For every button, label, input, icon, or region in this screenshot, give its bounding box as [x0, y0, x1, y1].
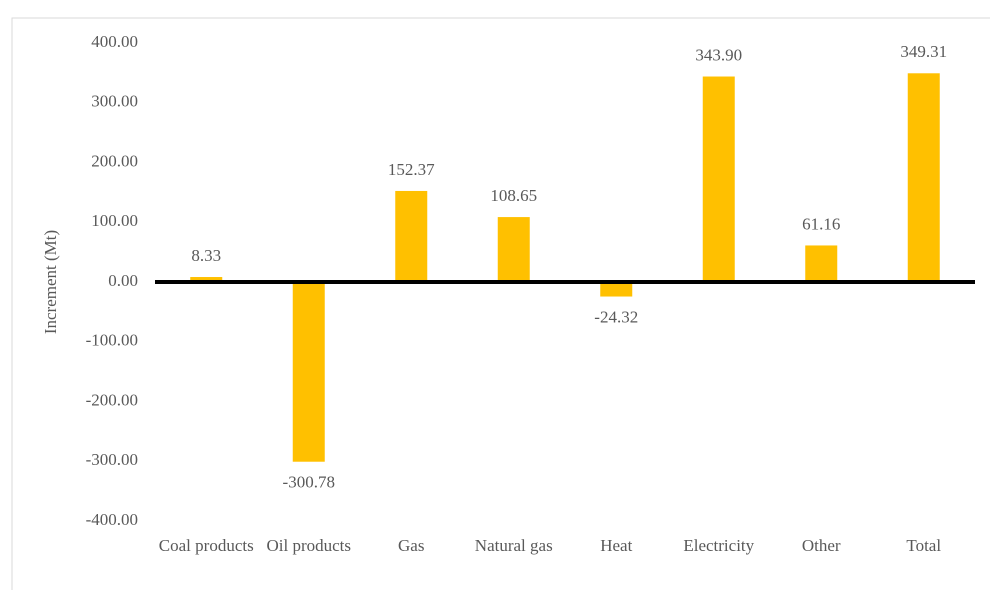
- chart-frame: [11, 17, 990, 590]
- x-tick-label: Heat: [600, 536, 632, 555]
- bar: [497, 217, 530, 282]
- y-tick-label: -300.00: [86, 450, 138, 469]
- y-tick-label: 200.00: [91, 151, 138, 170]
- y-tick-label: -400.00: [86, 510, 138, 529]
- data-label: 108.65: [490, 186, 537, 205]
- x-tick-label: Electricity: [683, 536, 754, 555]
- y-tick-label: -100.00: [86, 331, 138, 350]
- data-label: -24.32: [594, 307, 638, 326]
- x-tick-label: Other: [802, 536, 841, 555]
- data-label: 8.33: [191, 246, 221, 265]
- bar: [907, 73, 940, 282]
- bar: [292, 282, 325, 462]
- x-tick-label: Oil products: [266, 536, 351, 555]
- y-axis-label: Increment (Mt): [41, 230, 60, 334]
- data-label: 61.16: [802, 214, 840, 233]
- data-label: 343.90: [695, 45, 742, 64]
- x-tick-label: Coal products: [159, 536, 254, 555]
- data-label: 152.37: [388, 160, 435, 179]
- bar: [805, 245, 838, 282]
- y-tick-label: -200.00: [86, 390, 138, 409]
- data-label: 349.31: [900, 42, 947, 61]
- bar: [600, 282, 633, 297]
- y-tick-label: 0.00: [108, 271, 138, 290]
- bar: [702, 76, 735, 283]
- x-tick-label: Gas: [398, 536, 424, 555]
- x-tick-label: Total: [906, 536, 941, 555]
- bar: [395, 190, 428, 282]
- y-tick-label: 100.00: [91, 211, 138, 230]
- y-tick-label: 300.00: [91, 92, 138, 111]
- x-tick-label: Natural gas: [475, 536, 553, 555]
- data-label: -300.78: [283, 473, 335, 492]
- y-tick-label: 400.00: [91, 32, 138, 51]
- bar: [190, 277, 223, 282]
